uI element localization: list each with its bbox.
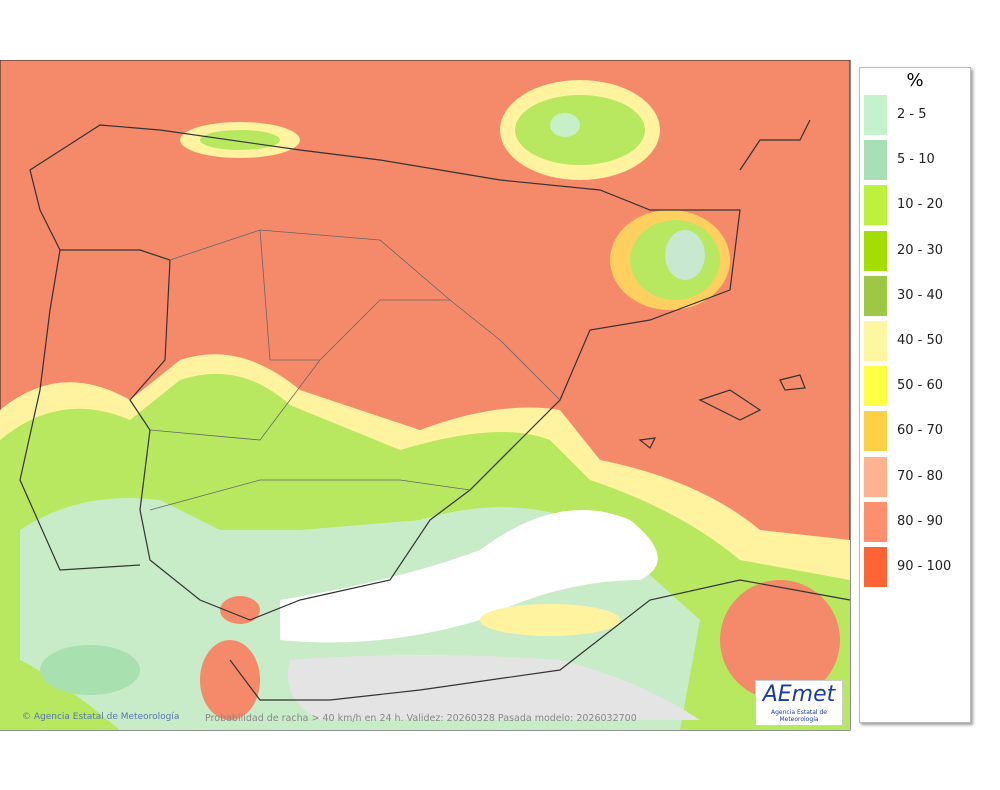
legend-item: 90 - 100: [864, 547, 968, 587]
legend: % 2 - 5 5 - 10 10 - 20 20 - 30 30 - 40 40 - 5…: [859, 67, 971, 723]
probability-areas: [0, 80, 850, 730]
legend-label: 60 - 70: [897, 423, 944, 439]
legend-item: 60 - 70: [864, 411, 968, 452]
legend-item: 5 - 10: [864, 140, 968, 181]
caption: Probabilidad de racha > 40 km/h en 24 h.…: [205, 713, 637, 724]
logo-subtitle: Agencia Estatal de Meteorología: [770, 709, 827, 723]
legend-label: 2 - 5: [897, 107, 927, 122]
credit: © Agencia Estatal de Meteorología: [22, 712, 180, 722]
legend-swatch: [864, 456, 887, 497]
legend-label: 20 - 30: [897, 242, 944, 258]
legend-swatch: [864, 140, 887, 181]
legend-swatch: [864, 366, 887, 407]
region-borders: [149, 229, 561, 511]
legend-label: 30 - 40: [897, 287, 944, 303]
borders: [19, 119, 851, 701]
credit-text: Agencia Estatal de Meteorología: [33, 712, 180, 722]
map: [0, 60, 851, 731]
legend-item: 40 - 50: [864, 321, 968, 361]
legend-swatch: [864, 411, 887, 452]
legend-item: 10 - 20: [864, 185, 968, 226]
legend-label: 5 - 10: [897, 152, 935, 168]
legend-label: 50 - 60: [897, 378, 944, 394]
legend-label: 70 - 80: [897, 468, 944, 484]
legend-swatch: [864, 185, 887, 226]
legend-title: %: [906, 70, 924, 91]
legend-item: 30 - 40: [864, 275, 968, 316]
logo: AEmet Agencia Estatal de Meteorología: [755, 680, 843, 726]
legend-label: 10 - 20: [897, 197, 944, 213]
legend-item: 20 - 30: [864, 230, 968, 271]
legend-swatch: [864, 501, 887, 542]
logo-text: AEmet: [762, 682, 836, 707]
legend-swatch: [864, 547, 887, 587]
legend-swatch: [864, 321, 887, 361]
legend-item: 80 - 90: [864, 501, 968, 542]
legend-swatch: [864, 275, 887, 316]
legend-item: 70 - 80: [864, 456, 968, 497]
legend-swatch: [864, 230, 887, 271]
legend-label: 80 - 90: [897, 513, 944, 529]
legend-item: 2 - 5: [864, 95, 968, 135]
legend-label: 40 - 50: [897, 333, 944, 348]
legend-label: 90 - 100: [897, 559, 952, 574]
legend-item: 50 - 60: [864, 366, 968, 407]
legend-swatch: [864, 95, 887, 135]
